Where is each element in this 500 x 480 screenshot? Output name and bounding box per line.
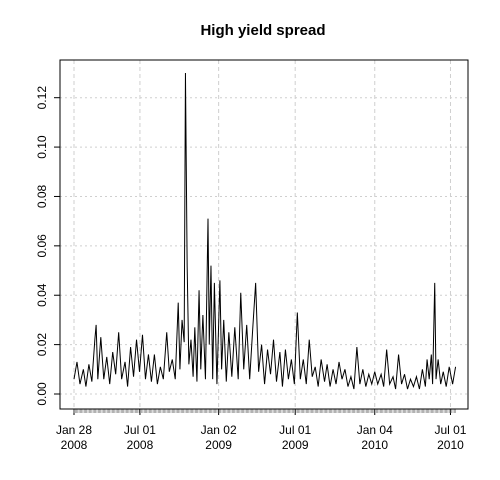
y-tick-label: 0.08 [35,184,49,208]
y-axis: 0.00 0.02 0.04 0.06 0.08 0.10 0.12 [35,86,60,406]
series-line [73,72,457,390]
grid-lines [60,60,468,409]
x-tick-label: Jul 01 [434,423,466,437]
x-tick-label-year: 2008 [127,438,154,452]
y-tick-label: 0.12 [35,86,49,110]
x-tick-label-year: 2009 [282,438,309,452]
x-tick-label: Jan 02 [201,423,237,437]
plot-series [73,72,457,390]
x-tick-label: Jan 28 [56,423,92,437]
y-tick-label: 0.00 [35,382,49,406]
chart-title: High yield spread [200,22,325,39]
x-tick-label-year: 2009 [205,438,232,452]
x-tick-label-year: 2010 [437,438,464,452]
x-tick-label: Jul 01 [124,423,156,437]
x-tick-label: Jan 04 [357,423,393,437]
x-tick-label-year: 2010 [361,438,388,452]
x-tick-label-year: 2008 [61,438,88,452]
plot-border [59,59,469,410]
y-tick-label: 0.10 [35,135,49,159]
x-tick-label: Jul 01 [279,423,311,437]
y-tick-label: 0.04 [35,283,49,307]
y-tick-label: 0.02 [35,333,49,357]
y-tick-label: 0.06 [35,234,49,258]
